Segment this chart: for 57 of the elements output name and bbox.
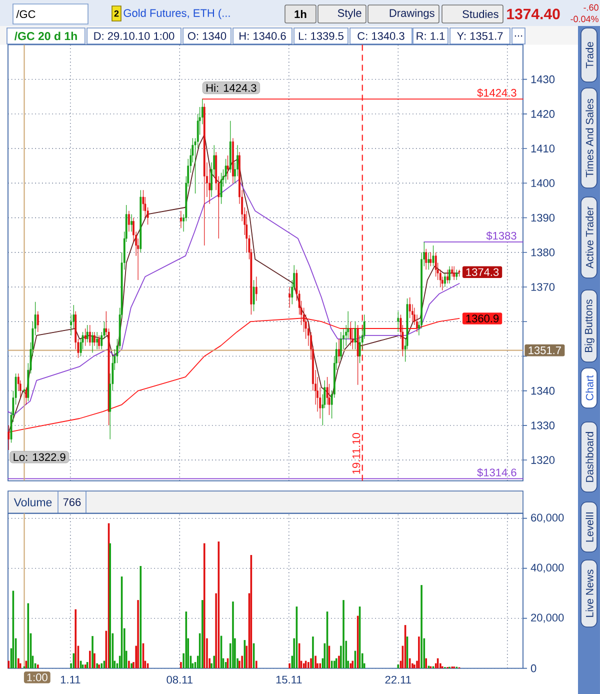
text: 766 xyxy=(63,498,81,506)
text: /GC xyxy=(16,10,36,18)
text: Y: 1351.7 xyxy=(456,32,503,40)
y-tick-label: 1320 xyxy=(531,456,555,464)
text: Big Buttons xyxy=(584,300,594,352)
chart-title: Volume xyxy=(14,498,52,506)
ref-line-label: 19.11.10 xyxy=(352,433,360,474)
annotation: 1374.3 xyxy=(466,268,499,276)
y-tick-label: 1430 xyxy=(531,75,555,84)
y-tick-label: 1380 xyxy=(531,248,555,256)
ref-line-label: 1:00 xyxy=(27,674,48,682)
x-tick-label: 15.11 xyxy=(276,676,302,684)
annotation: Lo: 1322.9 xyxy=(14,453,66,461)
text: Active Trader xyxy=(586,206,594,269)
text: D: 29.10.10 1:00 xyxy=(94,32,174,40)
y-tick-label: 20,000 xyxy=(531,614,564,623)
series-label: $1383 xyxy=(486,231,516,240)
text: LevelII xyxy=(586,512,594,542)
ref-line-label: 1351.7 xyxy=(528,346,561,354)
text: Trade xyxy=(586,42,594,68)
y-tick-label: 60,000 xyxy=(531,514,564,523)
x-tick-label: 08.11 xyxy=(166,676,192,684)
text: C: 1340.3 xyxy=(358,32,404,40)
text: H: 1340.6 xyxy=(240,32,286,40)
chart-title: /GC 20 d 1h xyxy=(14,32,77,40)
text: 2 xyxy=(114,10,119,17)
y-tick-label: 40,000 xyxy=(530,564,564,573)
x-tick-label: 22.11 xyxy=(385,676,411,684)
text: -0.04% xyxy=(570,16,598,22)
y-tick-label: 1400 xyxy=(531,179,555,188)
y-tick-label: 0 xyxy=(530,664,536,672)
text: 1h xyxy=(294,10,306,18)
annotation: Hi: 1424.3 xyxy=(206,84,256,92)
text: Studies xyxy=(462,10,498,18)
text: ... xyxy=(514,35,522,37)
text: 1374.40 xyxy=(507,8,560,20)
text: -.60 xyxy=(584,4,598,11)
y-tick-label: 1410 xyxy=(531,144,555,152)
series-label: $1424.3 xyxy=(477,88,516,98)
text: Dashboard xyxy=(586,432,594,482)
x-tick-label: 1.11 xyxy=(60,676,80,684)
text: Chart xyxy=(586,375,594,400)
text: Times And Sales xyxy=(586,98,594,178)
y-tick-label: 1390 xyxy=(531,214,555,222)
y-tick-label: 1370 xyxy=(531,283,555,291)
text: Style xyxy=(338,8,362,20)
y-tick-label: 1330 xyxy=(531,422,555,430)
text: L: 1339.5 xyxy=(298,32,344,40)
series-label: $1314.6 xyxy=(477,468,516,478)
y-tick-label: 1340 xyxy=(531,386,555,395)
y-tick-label: 1420 xyxy=(531,110,555,118)
text: Live News xyxy=(586,570,594,617)
text: Drawings xyxy=(390,8,434,20)
annotation: 1360.9 xyxy=(466,314,499,322)
text: Gold Futures, ETH (... xyxy=(124,8,230,20)
text: R: 1.1 xyxy=(416,32,445,40)
text: O: 1340 xyxy=(188,32,226,40)
